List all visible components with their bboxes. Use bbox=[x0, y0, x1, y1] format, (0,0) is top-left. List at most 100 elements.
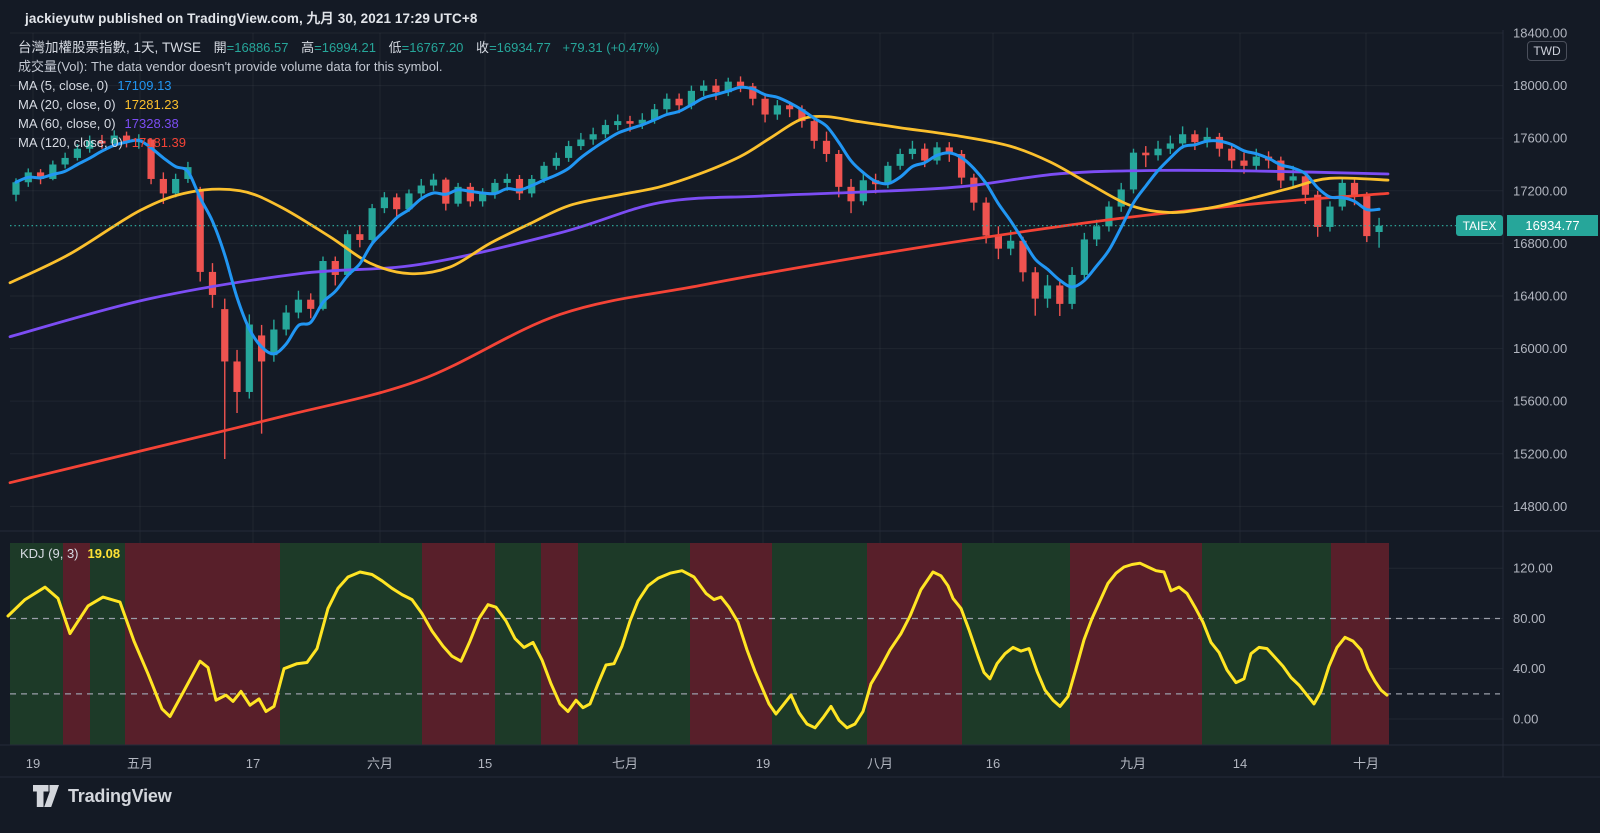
candle bbox=[1289, 176, 1297, 181]
candle bbox=[798, 109, 806, 122]
price-tick: 16800.00 bbox=[1513, 236, 1567, 251]
candle bbox=[994, 235, 1002, 249]
candle bbox=[380, 197, 388, 209]
candle bbox=[12, 182, 20, 195]
low-value: 低16767.20 bbox=[389, 40, 464, 55]
high-value: 高16994.21 bbox=[301, 40, 376, 55]
candle bbox=[417, 185, 425, 194]
volume-indicator-row[interactable]: 成交量(Vol): The data vendor doesn't provid… bbox=[18, 59, 443, 74]
ma120-legend-row[interactable]: MA (120, close, 0) 17181.39 bbox=[18, 135, 187, 150]
candle bbox=[356, 234, 364, 240]
candle bbox=[147, 139, 155, 179]
candle bbox=[638, 119, 646, 124]
candle bbox=[700, 85, 708, 91]
candle bbox=[429, 179, 438, 186]
candle bbox=[614, 121, 622, 126]
candle bbox=[761, 98, 769, 115]
candle bbox=[86, 140, 94, 149]
ma60-legend-row[interactable]: MA (60, close, 0) 17328.38 bbox=[18, 116, 179, 131]
tradingview-wordmark: TradingView bbox=[68, 785, 172, 806]
currency-badge[interactable]: TWD bbox=[1527, 41, 1567, 61]
candle bbox=[393, 197, 401, 210]
candle bbox=[835, 153, 843, 187]
candle bbox=[98, 140, 106, 144]
ma20-legend-row[interactable]: MA (20, close, 0) 17281.23 bbox=[18, 97, 179, 112]
candle bbox=[847, 186, 855, 202]
axis-labels[interactable]: 18400.00 18000.00 17600.00 17200.00 16800.00… bbox=[26, 26, 1567, 772]
candle bbox=[368, 208, 376, 240]
candle bbox=[233, 361, 241, 392]
candle bbox=[515, 178, 524, 194]
moving-average-lines bbox=[8, 85, 1390, 485]
open-value: 開16886.57 bbox=[214, 40, 289, 55]
candle bbox=[589, 134, 597, 140]
candle bbox=[1068, 274, 1076, 304]
candle bbox=[1031, 272, 1039, 299]
price-tick: 15200.00 bbox=[1513, 446, 1567, 461]
time-tick: 十月 bbox=[1353, 756, 1379, 771]
candle bbox=[1252, 156, 1260, 166]
tradingview-footer[interactable]: TradingView bbox=[33, 785, 172, 807]
candle bbox=[442, 179, 450, 204]
candle bbox=[1228, 148, 1236, 161]
candle bbox=[1191, 134, 1199, 143]
candle bbox=[822, 140, 831, 154]
candle bbox=[982, 202, 990, 236]
candle bbox=[159, 178, 167, 194]
time-tick: 16 bbox=[986, 756, 1000, 771]
kdj-legend-row[interactable]: KDJ (9, 3) 19.08 bbox=[20, 546, 121, 561]
candle bbox=[626, 121, 634, 124]
price-tick: 18000.00 bbox=[1513, 78, 1567, 93]
price-tick: 16000.00 bbox=[1513, 341, 1567, 356]
candle bbox=[1117, 189, 1125, 207]
candle bbox=[172, 178, 180, 194]
candle bbox=[1215, 136, 1224, 149]
candle bbox=[601, 125, 610, 135]
candle bbox=[908, 148, 917, 154]
candle bbox=[405, 193, 413, 210]
candle bbox=[1338, 182, 1346, 207]
price-tick: 17600.00 bbox=[1513, 131, 1567, 146]
last-price-line-and-separators bbox=[0, 30, 1600, 778]
candle bbox=[1314, 194, 1322, 227]
candle bbox=[1179, 134, 1187, 144]
attribution-bar: jackieyutw published on TradingView.com,… bbox=[25, 11, 478, 26]
symbol-info-row[interactable]: 台灣加權股票指數, 1天, TWSE 開16886.57 高16994.21 低… bbox=[18, 38, 659, 57]
kdj-tick: 80.00 bbox=[1513, 611, 1546, 626]
price-tick: 16400.00 bbox=[1513, 288, 1567, 303]
candle bbox=[196, 190, 204, 272]
candle bbox=[61, 157, 69, 165]
candle bbox=[773, 105, 781, 115]
tradingview-logo-icon bbox=[33, 785, 59, 807]
candle bbox=[1166, 143, 1174, 149]
candle bbox=[343, 234, 352, 275]
candle bbox=[1154, 148, 1162, 156]
candle bbox=[122, 135, 131, 143]
candle bbox=[1240, 160, 1248, 166]
candle bbox=[687, 90, 695, 106]
candle bbox=[540, 165, 548, 179]
candle bbox=[1301, 176, 1309, 195]
candle bbox=[1056, 285, 1064, 304]
candle bbox=[1105, 206, 1113, 227]
candle bbox=[736, 81, 745, 87]
candle bbox=[208, 271, 217, 295]
candle bbox=[245, 324, 253, 392]
candle bbox=[331, 261, 339, 275]
candle bbox=[479, 193, 487, 202]
candle bbox=[552, 157, 560, 166]
kdj-tick: 0.00 bbox=[1513, 712, 1538, 727]
change-value: +79.31 (+0.47%) bbox=[562, 40, 660, 55]
close-value: 收16934.77 bbox=[476, 40, 551, 55]
candle bbox=[503, 178, 511, 183]
candle bbox=[307, 299, 315, 309]
candle bbox=[1203, 136, 1211, 143]
ma5-legend-row[interactable]: MA (5, close, 0) 17109.13 bbox=[18, 78, 172, 93]
time-tick: 七月 bbox=[612, 756, 638, 771]
candle bbox=[663, 98, 671, 110]
last-price-badge: 16934.77 bbox=[1507, 215, 1598, 236]
candle bbox=[786, 105, 794, 110]
candle bbox=[1142, 152, 1150, 156]
kdj-background-bands bbox=[10, 543, 1389, 745]
